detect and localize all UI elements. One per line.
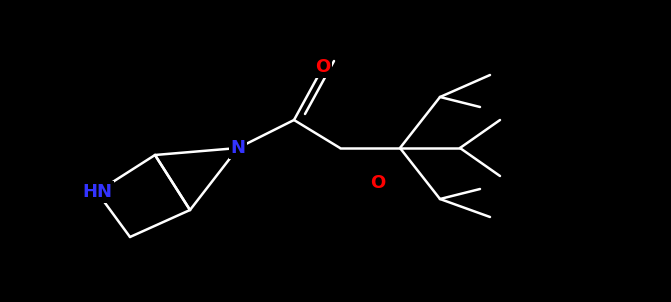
Text: O: O xyxy=(315,58,331,76)
Text: N: N xyxy=(231,139,246,157)
Text: HN: HN xyxy=(82,183,112,201)
Text: O: O xyxy=(370,174,386,192)
